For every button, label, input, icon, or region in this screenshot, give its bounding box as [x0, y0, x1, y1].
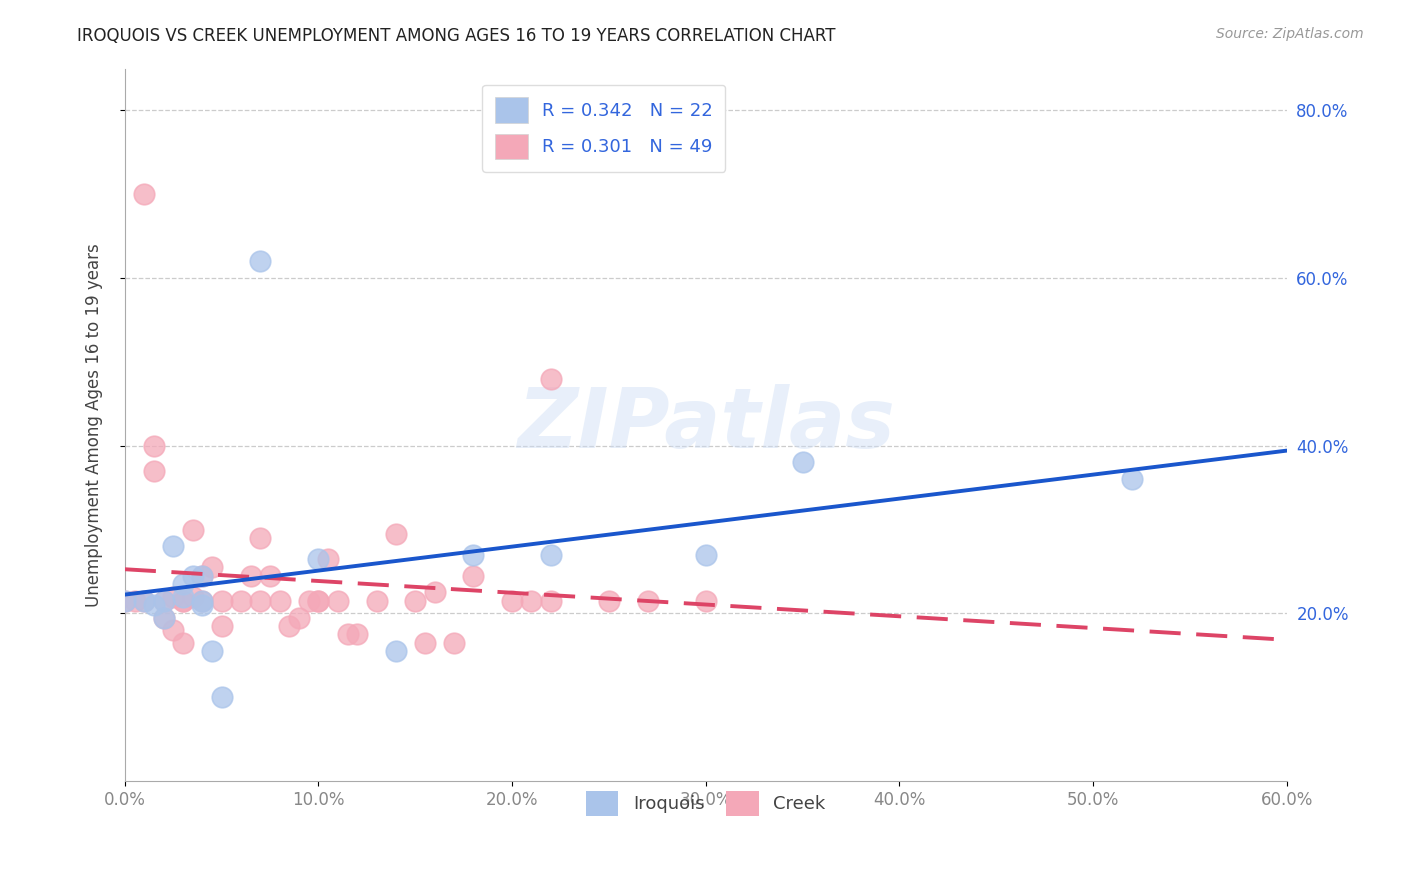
Point: [413, 636, 436, 650]
Point: [152, 610, 174, 624]
Point: [172, 636, 194, 650]
Point: [162, 590, 184, 604]
Point: [249, 254, 271, 268]
Point: [278, 619, 301, 633]
Point: [269, 594, 291, 608]
Point: [152, 610, 174, 624]
Point: [463, 568, 485, 582]
Point: [162, 623, 184, 637]
Point: [385, 526, 408, 541]
Point: [114, 594, 136, 608]
Y-axis label: Unemployment Among Ages 16 to 19 years: Unemployment Among Ages 16 to 19 years: [86, 243, 103, 607]
Point: [211, 690, 233, 705]
Point: [288, 610, 311, 624]
Point: [229, 594, 252, 608]
Point: [142, 464, 165, 478]
Point: [114, 594, 136, 608]
Point: [501, 594, 523, 608]
Point: [385, 644, 408, 658]
Point: [152, 594, 174, 608]
Point: [366, 594, 388, 608]
Point: [307, 552, 329, 566]
Point: [540, 594, 562, 608]
Point: [152, 594, 174, 608]
Point: [346, 627, 368, 641]
Point: [259, 568, 281, 582]
Point: [191, 594, 214, 608]
Point: [443, 636, 465, 650]
Point: [326, 594, 349, 608]
Point: [211, 594, 233, 608]
Point: [463, 548, 485, 562]
Point: [423, 585, 446, 599]
Point: [134, 594, 156, 608]
Point: [191, 598, 214, 612]
Point: [598, 594, 620, 608]
Point: [520, 594, 543, 608]
Point: [191, 568, 214, 582]
Point: [239, 568, 262, 582]
Point: [201, 560, 224, 574]
Point: [307, 594, 329, 608]
Point: [191, 568, 214, 582]
Point: [249, 594, 271, 608]
Point: [172, 577, 194, 591]
Point: [142, 598, 165, 612]
Point: [172, 594, 194, 608]
Point: [211, 619, 233, 633]
Point: [1121, 472, 1143, 486]
Point: [792, 455, 814, 469]
Point: [298, 594, 321, 608]
Point: [336, 627, 359, 641]
Text: IROQUOIS VS CREEK UNEMPLOYMENT AMONG AGES 16 TO 19 YEARS CORRELATION CHART: IROQUOIS VS CREEK UNEMPLOYMENT AMONG AGE…: [77, 27, 835, 45]
Point: [540, 548, 562, 562]
Point: [134, 187, 156, 202]
Point: [249, 531, 271, 545]
Point: [181, 590, 204, 604]
Point: [172, 594, 194, 608]
Point: [695, 594, 717, 608]
Point: [181, 523, 204, 537]
Point: [142, 439, 165, 453]
Text: Source: ZipAtlas.com: Source: ZipAtlas.com: [1216, 27, 1364, 41]
Point: [181, 568, 204, 582]
Point: [134, 594, 156, 608]
Point: [695, 548, 717, 562]
Point: [404, 594, 426, 608]
Point: [540, 372, 562, 386]
Point: [637, 594, 659, 608]
Point: [191, 594, 214, 608]
Legend: Iroquois, Creek: Iroquois, Creek: [576, 781, 834, 825]
Point: [124, 594, 146, 608]
Text: ZIPatlas: ZIPatlas: [517, 384, 894, 466]
Point: [307, 594, 329, 608]
Point: [172, 590, 194, 604]
Point: [316, 552, 339, 566]
Point: [201, 644, 224, 658]
Point: [162, 539, 184, 553]
